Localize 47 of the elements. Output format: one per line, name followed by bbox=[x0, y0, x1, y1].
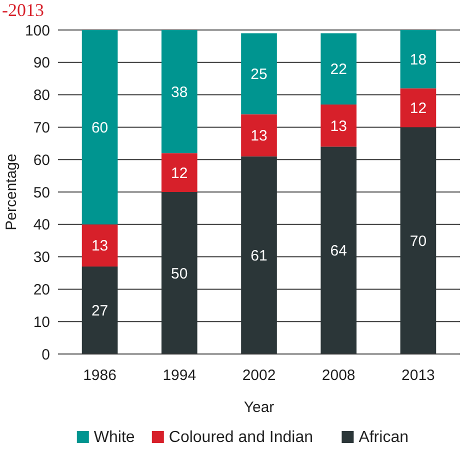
y-tick-label: 20 bbox=[33, 281, 50, 298]
data-label: 22 bbox=[330, 61, 347, 78]
data-label: 70 bbox=[410, 232, 427, 250]
data-label: 50 bbox=[171, 265, 188, 282]
data-label: 64 bbox=[330, 242, 347, 260]
bar bbox=[161, 30, 198, 154]
bar bbox=[241, 33, 277, 114]
y-tick-label: 80 bbox=[33, 87, 50, 104]
x-tick-label: 1986 bbox=[83, 367, 116, 384]
bar bbox=[82, 30, 118, 224]
data-label: 25 bbox=[250, 66, 268, 83]
bar bbox=[400, 88, 436, 128]
legend-label: Coloured and Indian bbox=[168, 429, 314, 446]
x-tick-label: 1994 bbox=[162, 367, 196, 384]
y-tick-label: 90 bbox=[33, 54, 50, 72]
x-tick-label: 2013 bbox=[402, 367, 435, 384]
bar bbox=[241, 114, 277, 156]
bar bbox=[161, 153, 198, 192]
legend-label: White bbox=[94, 429, 135, 446]
y-tick-label: 60 bbox=[33, 152, 50, 169]
data-label: 27 bbox=[91, 302, 108, 320]
y-axis-title: Percentage bbox=[3, 154, 20, 230]
y-tick-label: 100 bbox=[24, 22, 50, 40]
y-tick-label: 40 bbox=[33, 216, 50, 234]
y-tick-label: 30 bbox=[33, 249, 50, 266]
x-tick-label: 2002 bbox=[242, 367, 276, 384]
data-label: 12 bbox=[410, 100, 427, 118]
data-label: 60 bbox=[91, 119, 108, 136]
y-tick-label: 50 bbox=[33, 184, 50, 202]
chart-title: -2013 bbox=[2, 0, 44, 20]
y-tick-label: 10 bbox=[33, 314, 50, 331]
data-label: 13 bbox=[330, 118, 347, 135]
data-label: 18 bbox=[410, 51, 427, 68]
y-tick-label: 0 bbox=[42, 346, 50, 364]
data-label: 61 bbox=[250, 247, 268, 264]
legend-label: African bbox=[358, 429, 408, 446]
data-label: 13 bbox=[250, 128, 268, 145]
bar bbox=[82, 224, 118, 267]
data-label: 38 bbox=[171, 84, 188, 101]
x-tick-label: 2008 bbox=[322, 367, 356, 384]
bar bbox=[400, 30, 436, 88]
y-tick-label: 70 bbox=[33, 119, 50, 136]
bar bbox=[320, 33, 357, 105]
data-label: 13 bbox=[91, 238, 108, 255]
bar bbox=[320, 104, 357, 147]
x-axis-title: Year bbox=[244, 399, 274, 416]
data-label: 12 bbox=[171, 164, 188, 182]
